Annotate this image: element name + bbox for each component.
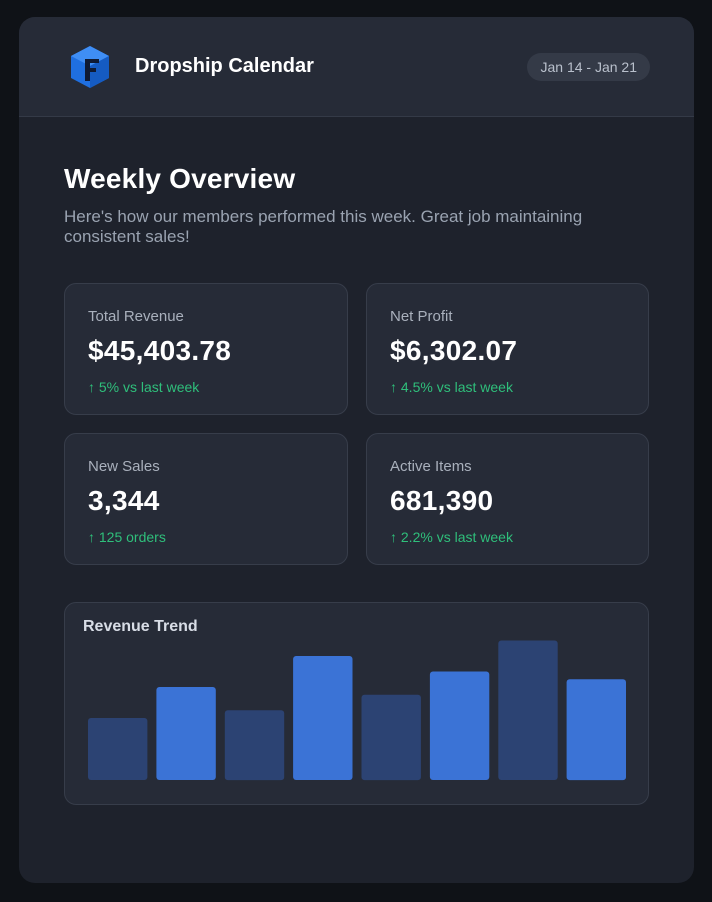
page-title: Weekly Overview bbox=[64, 163, 296, 194]
chart-bar-4 bbox=[293, 656, 353, 780]
bar-chart bbox=[88, 640, 626, 781]
main-content: Weekly Overview Here's how our members p… bbox=[19, 117, 694, 805]
stat-value: 681,390 bbox=[390, 485, 494, 516]
stat-label: Total Revenue bbox=[88, 308, 184, 325]
stat-value: $45,403.78 bbox=[88, 335, 232, 366]
dashboard-card: Dropship Calendar Jan 14 - Jan 21 Weekly… bbox=[19, 17, 694, 883]
stat-change: ↑ 2.2% vs last week bbox=[390, 529, 513, 545]
chart-bar-5 bbox=[361, 694, 421, 781]
date-range-badge[interactable]: Jan 14 - Jan 21 bbox=[527, 52, 650, 81]
chart-bar-1 bbox=[88, 718, 148, 780]
app-title: Dropship Calendar bbox=[135, 55, 314, 77]
header: Dropship Calendar Jan 14 - Jan 21 bbox=[19, 17, 694, 117]
stats-grid: Total Revenue $45,403.78 ↑ 5% vs last we… bbox=[64, 283, 649, 565]
stat-card-total-revenue: Total Revenue $45,403.78 ↑ 5% vs last we… bbox=[64, 283, 348, 415]
stat-label: Net Profit bbox=[390, 308, 453, 325]
revenue-trend-chart: Revenue Trend bbox=[64, 602, 649, 805]
chart-bar-7 bbox=[498, 640, 558, 780]
stat-card-active-items: Active Items 681,390 ↑ 2.2% vs last week bbox=[366, 433, 649, 565]
chart-bar-8 bbox=[566, 679, 626, 781]
stat-card-net-profit: Net Profit $6,302.07 ↑ 4.5% vs last week bbox=[366, 283, 649, 415]
stat-change: ↑ 5% vs last week bbox=[88, 379, 200, 395]
chart-bar-6 bbox=[429, 671, 490, 780]
chart-title: Revenue Trend bbox=[83, 618, 198, 635]
stat-card-new-sales: New Sales 3,344 ↑ 125 orders bbox=[64, 433, 348, 565]
stat-change: ↑ 125 orders bbox=[88, 529, 166, 545]
page-description: Here's how our members performed this we… bbox=[64, 207, 583, 246]
stat-value: 3,344 bbox=[88, 485, 160, 516]
stat-label: Active Items bbox=[390, 458, 472, 475]
stat-label: New Sales bbox=[88, 458, 160, 475]
stat-value: $6,302.07 bbox=[390, 335, 518, 366]
stat-change: ↑ 4.5% vs last week bbox=[390, 379, 513, 395]
chart-bar-2 bbox=[156, 687, 216, 780]
cube-logo-icon bbox=[71, 45, 109, 88]
chart-bar-3 bbox=[224, 710, 285, 781]
